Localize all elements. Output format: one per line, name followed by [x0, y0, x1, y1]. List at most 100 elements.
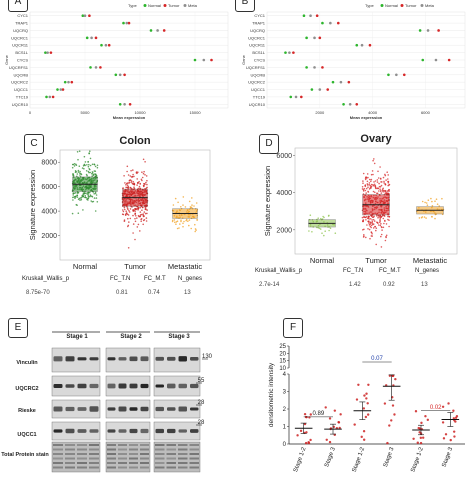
jitter-point	[369, 184, 372, 187]
jitter-point	[194, 228, 197, 230]
jitter-point	[77, 192, 79, 194]
category-label: Metastatic	[413, 256, 447, 265]
jitter-point	[133, 186, 135, 188]
jitter-point	[124, 182, 126, 184]
jitter-point	[361, 216, 364, 219]
panel-e: E Stage 1 Stage 2 Stage 3 Vinculin UQCRC…	[0, 312, 237, 474]
gene-point	[123, 73, 126, 77]
jitter-point	[76, 204, 78, 206]
jitter-point	[93, 163, 96, 166]
jitter-point	[381, 229, 383, 231]
jitter-point	[82, 209, 84, 211]
jitter-point	[421, 200, 424, 203]
jitter-point	[75, 164, 78, 166]
jitter-point	[134, 210, 136, 212]
jitter-point	[89, 150, 91, 152]
data-point	[455, 415, 459, 418]
gene-point	[355, 43, 359, 47]
legend-title: Type	[128, 3, 137, 8]
jitter-point	[72, 173, 74, 175]
protein-stain-band	[77, 457, 87, 460]
jitter-point	[367, 222, 370, 224]
gene-point	[421, 58, 425, 62]
jitter-point	[146, 209, 148, 211]
protein-stain-band	[155, 448, 165, 451]
d-table-header: FC_M.T	[379, 268, 401, 274]
protein-stain-band	[77, 448, 87, 451]
c-table-value: 13	[184, 290, 191, 296]
data-point	[452, 409, 455, 412]
jitter-point	[145, 187, 148, 189]
protein-band	[129, 356, 138, 362]
jitter-point	[87, 165, 90, 168]
y-tick-label: 2000	[41, 233, 57, 240]
gene-point	[348, 103, 352, 106]
x-tick-label: 4000	[368, 110, 378, 115]
jitter-point	[132, 214, 134, 217]
jitter-point	[93, 170, 96, 172]
jitter-point	[127, 224, 130, 227]
data-point	[388, 424, 391, 427]
d-table-header: N_genes	[415, 268, 440, 274]
protein-stain-band	[65, 466, 75, 469]
blot-strip	[105, 375, 151, 397]
jitter-point	[365, 215, 368, 218]
protein-stain-band	[178, 448, 188, 451]
jitter-point	[144, 161, 146, 163]
d-table-value: 2.7e-14	[259, 282, 280, 288]
mw-marker: 130	[201, 354, 212, 360]
data-point	[383, 402, 387, 405]
gene-point	[122, 21, 125, 25]
protein-stain-band	[107, 466, 116, 469]
c-table-value: 0.81	[116, 290, 128, 296]
protein-stain-band	[65, 453, 75, 455]
mw-marker: 28	[197, 420, 205, 426]
jitter-point	[380, 223, 382, 225]
jitter-point	[125, 212, 128, 215]
protein-band	[89, 383, 99, 389]
protein-band	[140, 428, 149, 434]
jitter-point	[73, 163, 76, 165]
jitter-point	[368, 216, 370, 218]
protein-stain-band	[189, 453, 199, 455]
jitter-point	[374, 185, 377, 187]
group-label: Stage 3	[324, 446, 337, 468]
gene-point	[305, 66, 308, 69]
jitter-point	[372, 218, 375, 221]
gene-point	[56, 88, 59, 91]
data-point	[328, 417, 332, 420]
gene-point	[118, 103, 122, 106]
jitter-point	[80, 198, 83, 201]
jitter-point	[434, 217, 436, 220]
jitter-point	[380, 233, 383, 236]
protein-band	[107, 383, 116, 389]
jitter-point	[372, 227, 375, 229]
jitter-point	[426, 204, 429, 206]
jitter-point	[363, 187, 366, 190]
jitter-point	[372, 173, 374, 176]
jitter-point	[128, 181, 131, 184]
jitter-point	[377, 177, 380, 179]
jitter-point	[379, 166, 381, 168]
jitter-point	[369, 223, 371, 226]
protein-band	[140, 356, 149, 362]
jitter-point	[132, 209, 135, 211]
data-point	[421, 436, 425, 439]
gene-tick-label: UQCR10	[249, 102, 266, 107]
jitter-point	[137, 223, 140, 226]
gene-point	[89, 66, 92, 69]
jitter-point	[373, 158, 375, 160]
jitter-point	[137, 214, 140, 217]
gene-point	[437, 29, 440, 32]
gene-point	[162, 29, 166, 32]
jitter-point	[87, 170, 90, 173]
jitter-point	[384, 174, 387, 177]
jitter-point	[387, 178, 389, 180]
gene-point	[387, 73, 390, 77]
protein-stain-band	[189, 462, 199, 464]
data-point	[355, 398, 359, 401]
gene-point	[125, 21, 129, 25]
jitter-point	[365, 236, 367, 239]
gene-point	[315, 14, 319, 17]
category-label: Normal	[73, 262, 98, 271]
